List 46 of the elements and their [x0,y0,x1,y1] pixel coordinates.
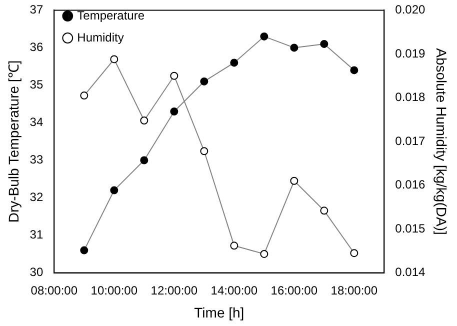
point [200,77,208,86]
point [320,206,328,215]
y-tick-label: 34 [30,115,44,130]
y-tick-label: 35 [30,78,44,92]
point [230,242,238,250]
y-tick-label: 30 [30,265,44,280]
y-tick-label: 36 [30,40,44,54]
x-tick-label: 18:00:00 [330,283,378,298]
point [110,55,118,64]
x-tick-label: 14:00:00 [210,283,258,298]
y2-tick-label: 0.016 [395,178,426,192]
point [260,250,268,258]
point [200,147,208,156]
x-tick-label: 16:00:00 [270,283,318,298]
y2-tick-label: 0.020 [395,2,426,17]
point [350,249,358,258]
y-tick-label: 32 [30,190,44,204]
x-tick-label: 12:00:00 [150,283,198,298]
y2-tick-label: 0.019 [395,46,426,60]
y2-tick-label: 0.014 [395,265,426,280]
point [110,186,118,194]
y-tick-label: 33 [30,152,44,167]
y2-axis-title: Absolute Humidity [kg/kg(DA)] [434,48,450,235]
x-axis-title: Time [h] [194,304,244,320]
y-tick-label: 31 [30,228,44,242]
point [170,72,178,80]
point [290,44,298,52]
y2-tick-label: 0.018 [395,90,426,104]
point [320,40,328,48]
point [140,116,148,124]
legend-label: Humidity [77,30,124,44]
y2-tick-label: 0.015 [395,221,426,236]
legend-label: Temperature [77,8,145,22]
point [230,58,238,67]
point [260,32,268,40]
x-tick-label: 10:00:00 [90,283,138,298]
point [80,246,88,254]
x-tick-label: 08:00:00 [30,283,78,298]
y2-tick-label: 0.017 [395,134,426,148]
point [350,66,358,74]
y-axis-title: Dry-Bulb Temperature [℃] [5,60,22,223]
point [80,92,88,100]
point [170,107,178,116]
point [140,156,148,164]
point [290,176,298,185]
y-tick-label: 37 [30,2,44,17]
